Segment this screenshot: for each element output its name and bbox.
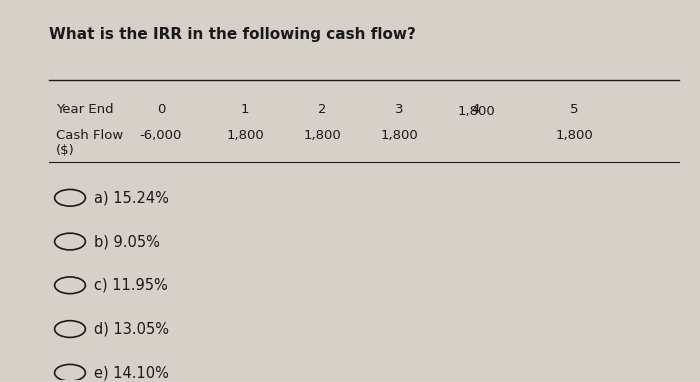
Text: 4: 4 <box>472 103 480 116</box>
Text: Year End: Year End <box>56 103 113 116</box>
Text: e) 14.10%: e) 14.10% <box>94 365 169 380</box>
Text: 1,800: 1,800 <box>457 105 495 118</box>
Text: 0: 0 <box>157 103 165 116</box>
Text: 1,800: 1,800 <box>226 129 264 142</box>
Text: d) 13.05%: d) 13.05% <box>94 322 169 337</box>
Text: b) 9.05%: b) 9.05% <box>94 234 160 249</box>
Text: 1,800: 1,800 <box>303 129 341 142</box>
Text: 1,800: 1,800 <box>555 129 593 142</box>
Text: 3: 3 <box>395 103 403 116</box>
Text: a) 15.24%: a) 15.24% <box>94 190 169 205</box>
Text: Cash Flow
($): Cash Flow ($) <box>56 129 123 157</box>
Text: 2: 2 <box>318 103 326 116</box>
Text: 1,800: 1,800 <box>380 129 418 142</box>
Text: -6,000: -6,000 <box>140 129 182 142</box>
Text: c) 11.95%: c) 11.95% <box>94 278 168 293</box>
Text: 1: 1 <box>241 103 249 116</box>
Text: 5: 5 <box>570 103 578 116</box>
Text: What is the IRR in the following cash flow?: What is the IRR in the following cash fl… <box>49 27 416 42</box>
